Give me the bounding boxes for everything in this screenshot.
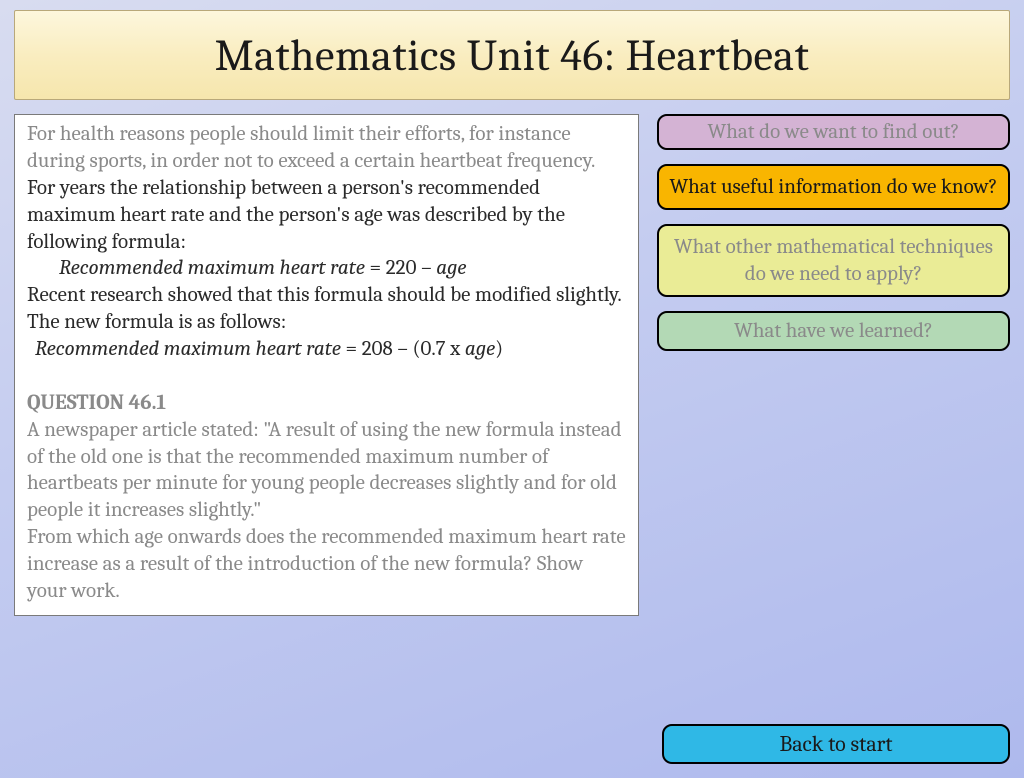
question-body2: From which age onwards does the recommen… [27, 525, 626, 603]
question-body1: A newspaper article stated: "A result of… [27, 418, 622, 523]
para1: For years the relationship between a per… [27, 176, 565, 254]
useful-info-button[interactable]: What useful information do we know? [657, 164, 1010, 210]
formula1-label: Recommended maximum heart rate [59, 256, 365, 280]
back-label: Back to start [779, 731, 892, 757]
back-to-start-button[interactable]: Back to start [662, 724, 1010, 764]
find-out-label: What do we want to find out? [708, 119, 960, 145]
useful-info-label: What useful information do we know? [669, 175, 997, 199]
content-panel: For health reasons people should limit t… [14, 114, 639, 616]
formula2-close: ) [495, 337, 503, 361]
intro-text: For health reasons people should limit t… [27, 122, 595, 173]
formula2-label: Recommended maximum heart rate [35, 337, 341, 361]
learned-label: What have we learned? [734, 318, 933, 344]
formula1-eq: = 220 – [365, 256, 436, 280]
para2: Recent research showed that this formula… [27, 283, 621, 334]
main-row: For health reasons people should limit t… [14, 114, 1010, 616]
techniques-label: What other mathematical techniques do we… [674, 235, 993, 285]
formula2-eq: = 208 – (0.7 x [341, 337, 465, 361]
formula1: Recommended maximum heart rate = 220 – a… [27, 255, 626, 282]
formula1-var: age [436, 256, 466, 280]
sidebar: What do we want to find out? What useful… [657, 114, 1010, 616]
formula2-var: age [465, 337, 495, 361]
title-banner: Mathematics Unit 46: Heartbeat [14, 10, 1010, 100]
techniques-button[interactable]: What other mathematical techniques do we… [657, 224, 1010, 297]
formula2: Recommended maximum heart rate = 208 – (… [27, 336, 626, 363]
page-title: Mathematics Unit 46: Heartbeat [215, 30, 810, 81]
learned-button[interactable]: What have we learned? [657, 311, 1010, 351]
question-heading: QUESTION 46.1 [27, 391, 166, 415]
find-out-button[interactable]: What do we want to find out? [657, 114, 1010, 150]
